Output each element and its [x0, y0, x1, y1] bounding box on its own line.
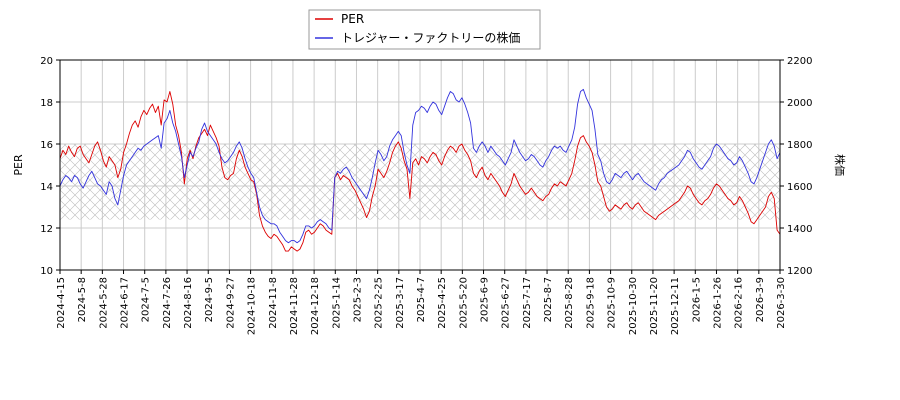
- left-tick-label: 20: [40, 56, 53, 67]
- x-tick-label: 2024-11-28: [289, 277, 300, 335]
- per-series-line: [60, 91, 780, 252]
- x-tick-label: 2025-8-7: [543, 277, 554, 322]
- left-tick-label: 12: [40, 224, 53, 235]
- x-tick-label: 2025-4-25: [437, 277, 448, 329]
- x-tick-label: 2024-11-8: [268, 277, 279, 329]
- price-series-line: [60, 88, 780, 244]
- x-tick-label: 2025-4-7: [416, 277, 427, 322]
- x-tick-label: 2025-7-17: [522, 277, 533, 329]
- x-tick-label: 2026-3-30: [776, 277, 787, 329]
- x-tick-label: 2024-6-17: [120, 277, 131, 329]
- x-tick-label: 2025-6-27: [501, 277, 512, 329]
- x-tick-label: 2025-6-9: [480, 277, 491, 322]
- x-tick-label: 2025-9-18: [585, 277, 596, 329]
- x-tick-label: 2025-3-17: [395, 277, 406, 329]
- x-tick-label: 2024-4-15: [56, 277, 67, 329]
- x-tick-label: 2025-12-11: [670, 277, 681, 335]
- left-axis-title: PER: [12, 154, 25, 176]
- left-y-axis: 10 12 14 16 18 20: [40, 56, 60, 277]
- right-axis-title: 株価: [833, 154, 847, 176]
- x-tick-label: 2025-5-20: [458, 277, 469, 329]
- left-tick-label: 16: [40, 140, 53, 151]
- x-tick-label: 2024-7-26: [162, 277, 173, 329]
- x-tick-label: 2024-5-8: [77, 277, 88, 322]
- legend-label-price: トレジャー・ファクトリーの株価: [341, 30, 520, 45]
- x-tick-label: 2026-3-9: [755, 277, 766, 322]
- left-tick-label: 14: [40, 182, 53, 193]
- x-tick-label: 2024-9-5: [204, 277, 215, 322]
- x-tick-label: 2024-9-27: [225, 277, 236, 329]
- x-tick-label: 2026-2-16: [734, 277, 745, 329]
- x-tick-label: 2024-5-28: [98, 277, 109, 329]
- x-tick-label: 2025-1-14: [331, 277, 342, 329]
- x-tick-label: 2025-2-25: [374, 277, 385, 329]
- x-tick-label: 2026-1-5: [691, 277, 702, 322]
- x-tick-label: 2025-8-28: [564, 277, 575, 329]
- right-tick-label: 2000: [787, 98, 812, 109]
- right-y-axis: 1200 1400 1600 1800 2000 2200: [780, 56, 812, 277]
- series-layer: [60, 88, 780, 252]
- x-axis: 2024-4-15 2024-5-8 2024-5-28 2024-6-17 2024-…: [56, 270, 787, 335]
- legend: PER トレジャー・ファクトリーの株価: [308, 9, 541, 50]
- x-tick-label: 2025-10-9: [607, 277, 618, 329]
- right-tick-label: 2200: [787, 56, 812, 67]
- x-tick-label: 2026-1-26: [712, 277, 723, 329]
- x-tick-label: 2024-7-5: [141, 277, 152, 322]
- legend-label-per: PER: [341, 12, 364, 26]
- x-tick-label: 2025-2-3: [352, 277, 363, 322]
- x-tick-label: 2024-10-18: [247, 277, 258, 335]
- legend-box: [308, 9, 541, 50]
- right-tick-label: 1600: [787, 182, 812, 193]
- shaded-band: [60, 144, 780, 220]
- x-tick-label: 2025-10-30: [628, 277, 639, 335]
- right-tick-label: 1800: [787, 140, 812, 151]
- x-tick-label: 2024-12-18: [310, 277, 321, 335]
- x-tick-label: 2024-8-16: [183, 277, 194, 329]
- right-tick-label: 1400: [787, 224, 812, 235]
- x-tick-label: 2025-11-20: [649, 277, 660, 335]
- right-tick-label: 1200: [787, 266, 812, 277]
- left-tick-label: 18: [40, 98, 53, 109]
- left-tick-label: 10: [40, 266, 53, 277]
